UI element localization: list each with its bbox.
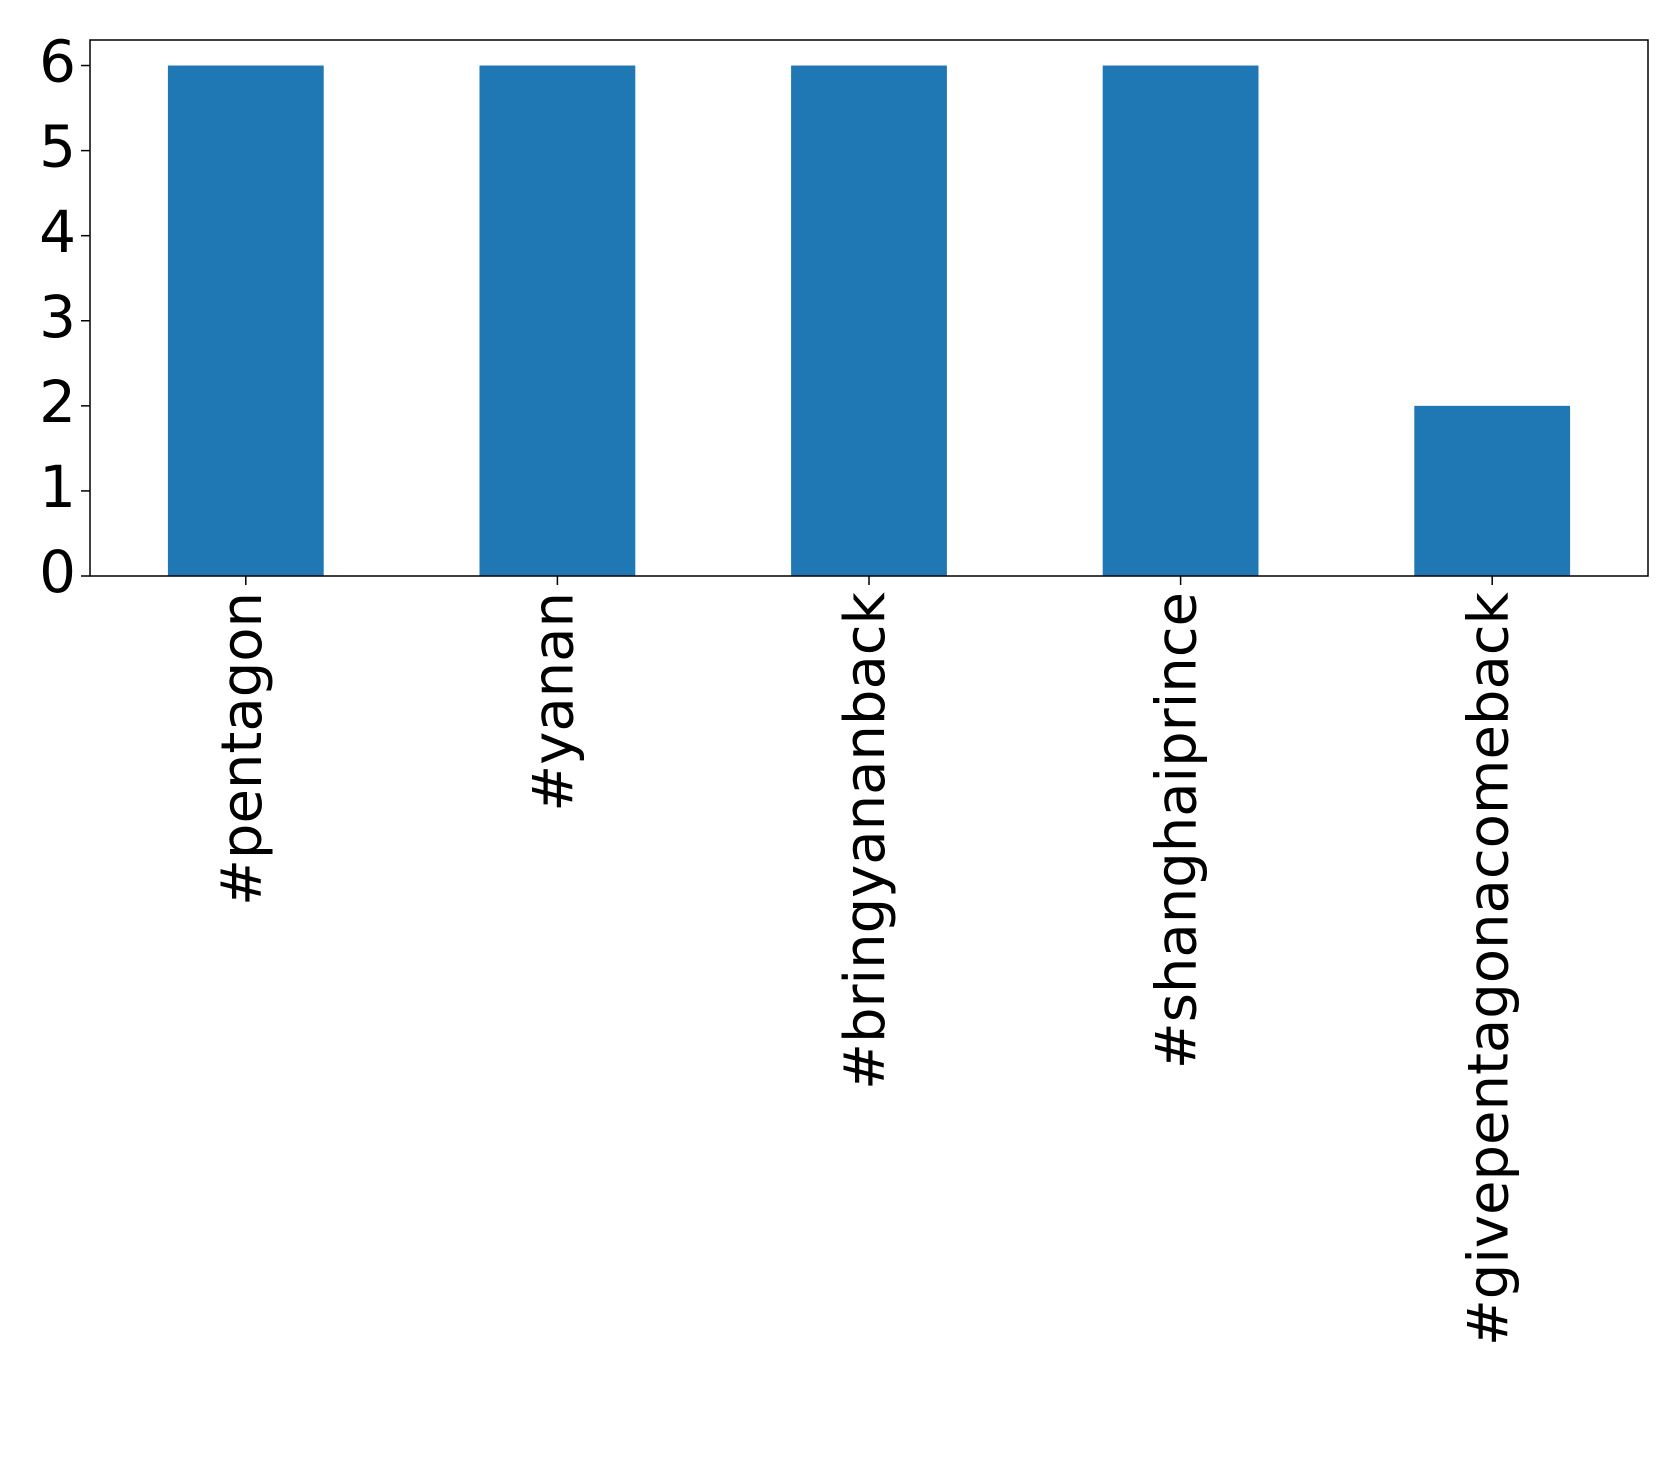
bar [1414, 405, 1571, 576]
x-tick-label: #givepentagonacomeback [1456, 591, 1521, 1346]
y-tick-label: 2 [39, 368, 76, 436]
x-tick-label: #yanan [522, 592, 587, 812]
y-tick-label: 0 [39, 538, 76, 606]
y-tick-label: 6 [39, 28, 76, 96]
bar [791, 65, 947, 577]
bar [167, 65, 324, 577]
x-tick-label: #pentagon [210, 592, 275, 906]
y-tick-label: 3 [39, 283, 76, 351]
x-tick-label: #bringyananback [833, 591, 898, 1090]
plot-frame [89, 39, 1649, 577]
y-tick-label: 4 [39, 198, 76, 266]
bar [1102, 65, 1259, 577]
x-tick-label: #shanghaiprince [1145, 592, 1210, 1069]
bar [479, 65, 636, 577]
y-tick-label: 5 [39, 113, 76, 181]
y-tick-label: 1 [39, 453, 76, 521]
